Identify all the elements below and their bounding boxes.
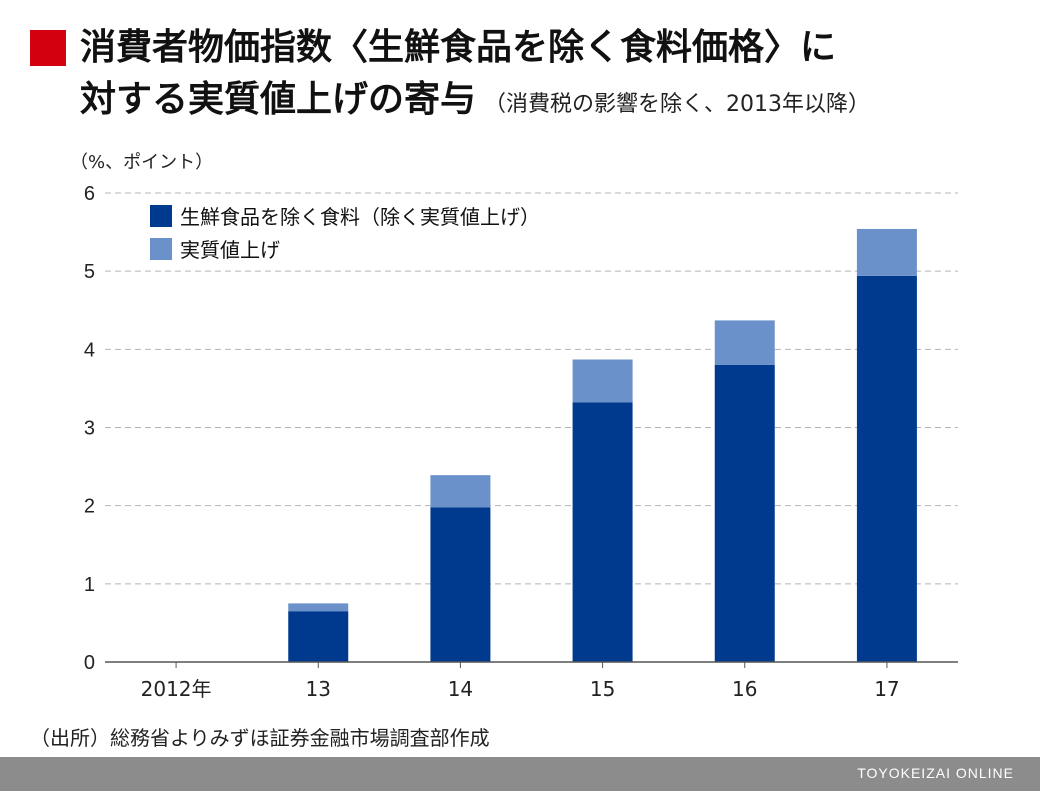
x-tick-label: 15: [590, 677, 615, 701]
title-marker: [30, 30, 66, 66]
y-tick-label: 6: [84, 183, 95, 205]
bar-segment: [714, 320, 775, 365]
bar-segment: [714, 364, 775, 662]
bar-segment: [430, 507, 491, 662]
y-tick-label: 1: [84, 574, 95, 596]
chart-title-line1: 消費者物価指数〈生鮮食品を除く食料価格〉に: [80, 26, 836, 70]
brand-label: TOYOKEIZAI ONLINE: [857, 765, 1014, 781]
chart-title-line2: 対する実質値上げの寄与 （消費税の影響を除く、2013年以降）: [80, 78, 870, 127]
source-note: （出所）総務省よりみずほ証券金融市場調査部作成: [30, 726, 490, 750]
legend-swatch: [150, 205, 172, 227]
y-unit-label: （%、ポイント）: [70, 152, 213, 173]
y-tick-label: 5: [84, 261, 95, 283]
x-tick-label: 16: [732, 677, 757, 701]
legend-label: 生鮮食品を除く食料（除く実質値上げ）: [180, 205, 540, 229]
x-tick-label: 13: [306, 677, 331, 701]
chart-title-text-1: 消費者物価指数〈生鮮食品を除く食料価格〉に: [80, 27, 837, 68]
chart-subtitle: （消費税の影響を除く、2013年以降）: [484, 92, 871, 117]
chart-title-text-2: 対する実質値上げの寄与: [80, 79, 477, 120]
y-tick-label: 3: [84, 418, 95, 440]
x-tick-label: 17: [874, 677, 899, 701]
x-tick-label: 2012年: [141, 677, 212, 701]
bar-segment: [856, 228, 917, 276]
stacked-bar-chart: （%、ポイント） 0 1 2 3 4 5 6 2012年 13 14 15 16 17 生鮮食品を除く食料（…: [70, 152, 958, 701]
footer-bar: TOYOKEIZAI ONLINE: [0, 757, 1040, 791]
bar-segment: [572, 359, 633, 403]
bar-segment: [856, 275, 917, 662]
legend-label: 実質値上げ: [180, 238, 280, 262]
x-tick-label: 14: [448, 677, 473, 701]
y-tick-label: 0: [84, 652, 95, 674]
bar-segment: [288, 603, 349, 612]
y-tick-label: 2: [84, 496, 95, 518]
bar-segment: [430, 475, 491, 508]
legend-swatch: [150, 238, 172, 260]
y-tick-label: 4: [84, 339, 95, 361]
bar-segment: [572, 402, 633, 662]
bar-segment: [288, 611, 349, 662]
